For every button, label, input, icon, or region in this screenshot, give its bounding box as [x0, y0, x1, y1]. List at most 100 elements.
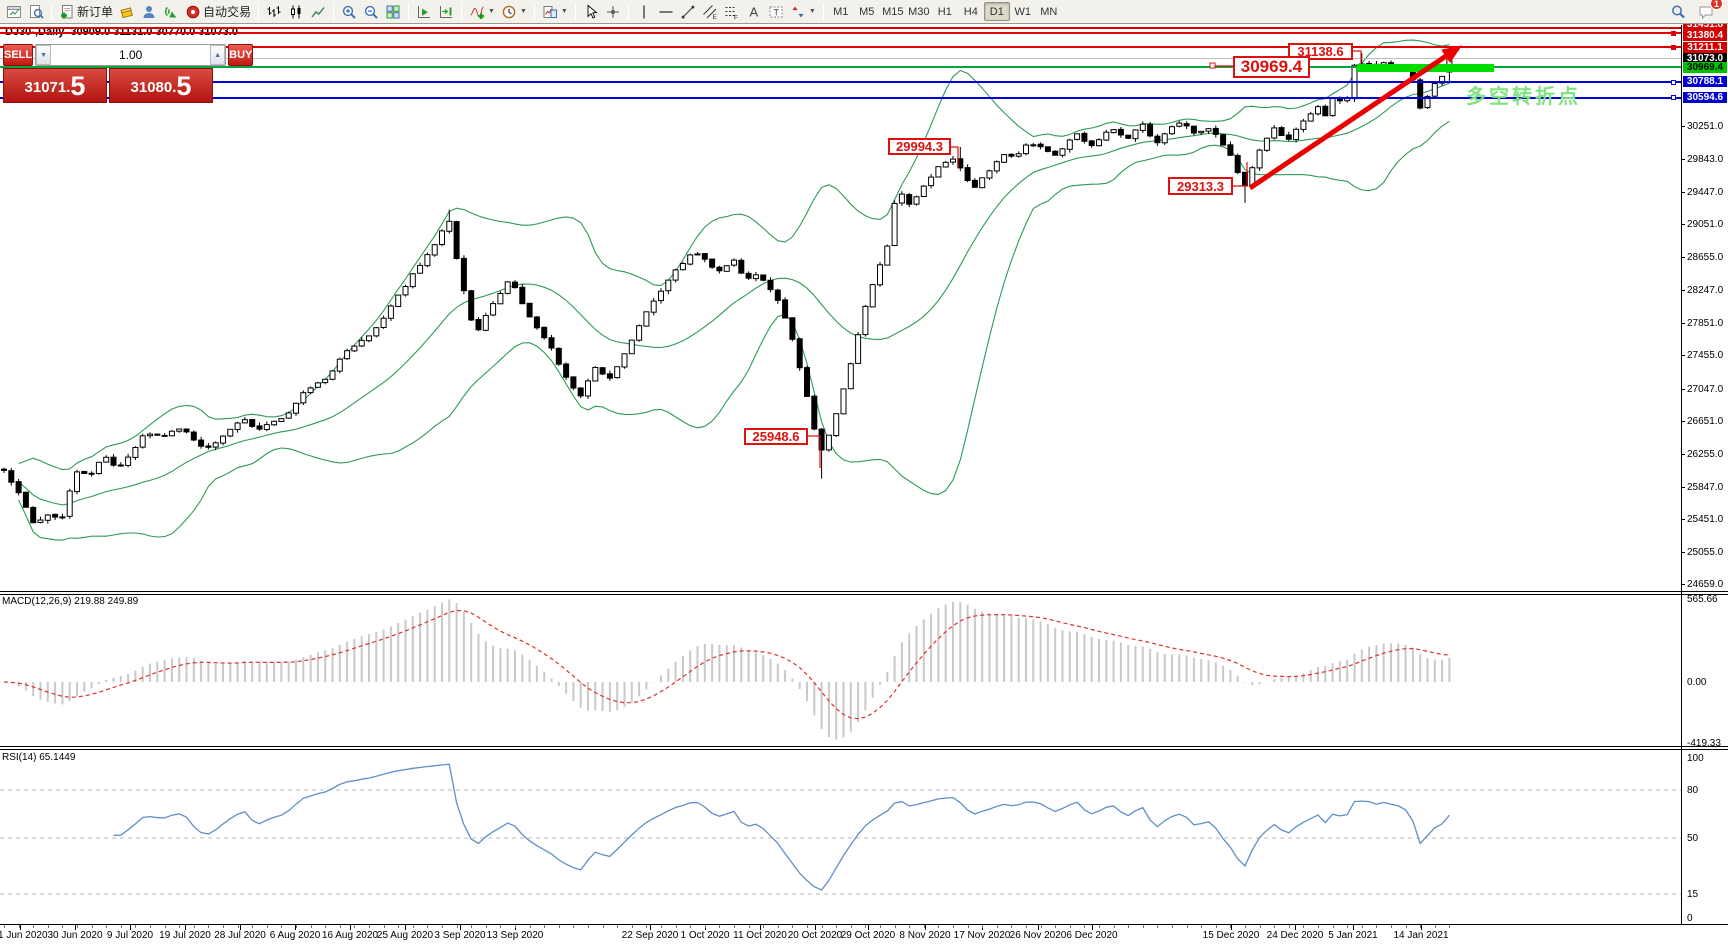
tick-mark: [1681, 159, 1685, 161]
buy-price-tile[interactable]: 31080. 5: [109, 68, 213, 103]
main-chart-pane[interactable]: [0, 25, 1681, 591]
candle-body: [745, 272, 752, 279]
horizontal-line-support[interactable]: [0, 81, 1681, 83]
candle-body: [1096, 139, 1102, 147]
community-icon[interactable]: [138, 1, 160, 22]
chart-window-icon[interactable]: [3, 1, 25, 22]
minor-tick-mark: [1259, 925, 1261, 928]
timeframe-button-m5[interactable]: M5: [859, 5, 875, 18]
buy-button[interactable]: BUY: [228, 44, 254, 66]
text-label-button[interactable]: T: [765, 1, 787, 22]
date-axis-label: 6 Dec 2020: [1066, 930, 1118, 941]
candle-body: [227, 428, 234, 437]
candle-body: [942, 161, 949, 168]
vertical-line-button[interactable]: [633, 1, 655, 22]
horizontal-line-resistance[interactable]: [0, 26, 1681, 29]
minor-tick-mark: [617, 925, 619, 928]
arrows-button[interactable]: ▼: [787, 1, 819, 22]
volume-input[interactable]: [51, 45, 211, 65]
level-label-30969[interactable]: 30969.4: [1233, 56, 1310, 78]
minor-tick-mark: [1055, 925, 1057, 928]
timeframe-button-h1[interactable]: H1: [937, 5, 952, 18]
zoom-out-button[interactable]: [360, 1, 382, 22]
macd-pane[interactable]: [0, 594, 1681, 746]
minor-tick-mark: [1347, 925, 1349, 928]
timeframe-button-h4[interactable]: H4: [963, 5, 978, 18]
templates-button[interactable]: ▼: [539, 1, 571, 22]
candle-body: [979, 177, 986, 189]
minor-tick-mark: [1113, 925, 1115, 928]
indicators-button[interactable]: ▼: [466, 1, 498, 22]
minor-tick-mark: [850, 925, 852, 928]
volume-increase-button[interactable]: ▲: [210, 45, 226, 65]
high-label-29994[interactable]: 29994.3: [888, 138, 951, 155]
text-a-icon: A: [749, 4, 758, 19]
bar-chart-button[interactable]: [263, 1, 285, 22]
candle-body: [366, 335, 372, 342]
line-handle[interactable]: [1671, 30, 1676, 36]
channel-icon: E: [702, 4, 717, 20]
candle-body: [957, 158, 964, 169]
line-handle[interactable]: [1671, 95, 1676, 101]
candlestick-chart-button[interactable]: [285, 1, 307, 22]
minor-tick-mark: [953, 925, 954, 928]
line-handle[interactable]: [1671, 44, 1676, 50]
signals-icon[interactable]: [160, 1, 182, 22]
yellow-cube-icon[interactable]: [116, 1, 138, 22]
low-label-25948[interactable]: 25948.6: [744, 428, 808, 445]
volume-decrease-button[interactable]: ▼: [36, 45, 52, 65]
turning-point-note[interactable]: 多空转折点: [1466, 86, 1581, 108]
new-order-button[interactable]: 新订单: [56, 1, 116, 22]
notifications-icon[interactable]: 1: [1695, 0, 1723, 22]
candles-icon: [291, 5, 301, 18]
timeframe-button-m1[interactable]: M1: [833, 5, 849, 18]
zoom-in-button[interactable]: [338, 1, 360, 22]
price-axis-tick: 30251.0: [1687, 121, 1724, 132]
sell-button[interactable]: SELL: [3, 44, 34, 66]
text-button[interactable]: A: [743, 1, 765, 22]
date-axis-label: 17 Nov 2020: [953, 930, 1011, 941]
low-label-29313[interactable]: 29313.3: [1168, 177, 1233, 195]
horizontal-line-resistance[interactable]: [0, 32, 1681, 35]
autotrading-button[interactable]: 自动交易: [182, 1, 254, 22]
tile-windows-button[interactable]: [382, 1, 404, 22]
periods-button[interactable]: ▼: [498, 1, 530, 22]
svg-text:F: F: [734, 14, 738, 20]
timeframe-button-w1[interactable]: W1: [1014, 5, 1032, 18]
timeframe-button-mn[interactable]: MN: [1040, 5, 1058, 18]
horizontal-line-resistance[interactable]: [0, 46, 1681, 49]
chart-shift-button[interactable]: [435, 1, 457, 22]
pane-splitter[interactable]: [0, 591, 1728, 592]
minor-tick-mark: [1011, 925, 1013, 928]
rsi-pane[interactable]: [0, 750, 1681, 924]
timeframe-button-m30[interactable]: M30: [908, 5, 930, 18]
auto-scroll-button[interactable]: [413, 1, 435, 22]
horizontal-line-support[interactable]: [0, 96, 1681, 99]
tick-mark: [185, 925, 186, 930]
horizontal-line-level[interactable]: [0, 66, 1681, 69]
pane-splitter[interactable]: [0, 746, 1728, 747]
trendline-button[interactable]: [677, 1, 699, 22]
candle-body: [373, 327, 380, 337]
minor-tick-mark: [77, 925, 78, 928]
sell-price-tile[interactable]: 31071. 5: [3, 68, 107, 103]
timeframe-button-m15[interactable]: M15: [882, 5, 904, 18]
timeframe-button-d1[interactable]: D1: [983, 2, 1010, 21]
line-chart-button[interactable]: [307, 1, 329, 22]
minor-tick-mark: [909, 925, 911, 928]
candle-body: [606, 373, 613, 379]
line-handle[interactable]: [1671, 79, 1676, 85]
crosshair-button[interactable]: [602, 1, 624, 22]
support-zone-highlight[interactable]: [1357, 64, 1494, 72]
minor-tick-mark: [339, 925, 341, 928]
candle-body: [314, 382, 321, 388]
channel-button[interactable]: E: [699, 1, 721, 22]
horizontal-line-button[interactable]: [655, 1, 677, 22]
tick-mark: [1681, 126, 1685, 127]
minor-tick-mark: [661, 925, 662, 928]
window-preview-icon[interactable]: [25, 1, 47, 22]
fibonacci-button[interactable]: F: [721, 1, 743, 22]
search-icon[interactable]: [1667, 1, 1689, 22]
minor-tick-mark: [150, 925, 151, 928]
cursor-button[interactable]: [580, 1, 602, 22]
